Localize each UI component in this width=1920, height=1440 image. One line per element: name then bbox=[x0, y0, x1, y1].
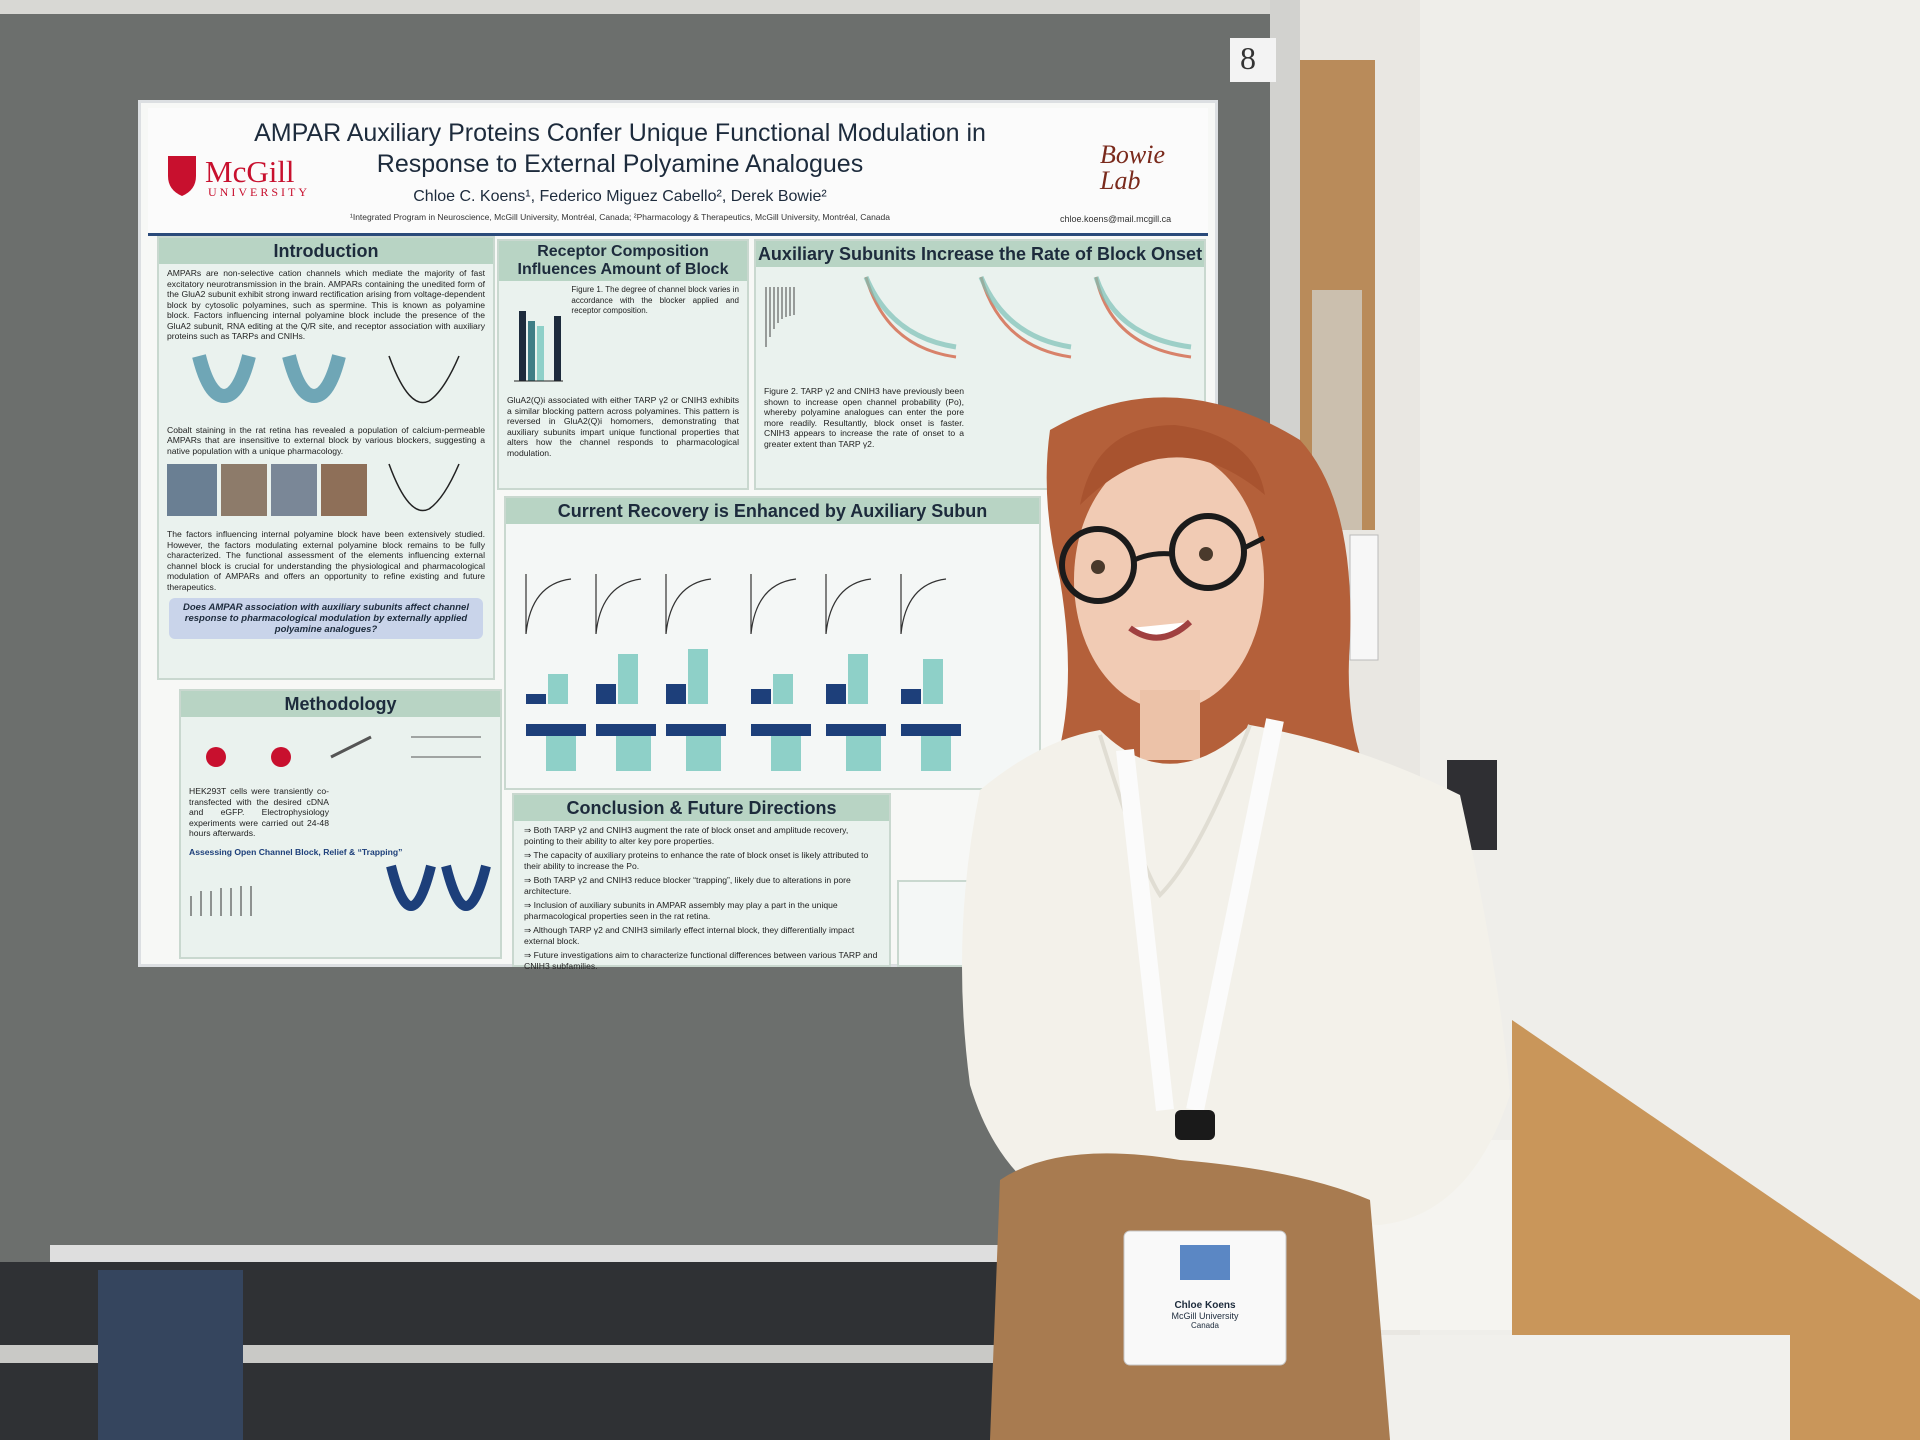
conclusion-bullet: ⇒ Both TARP γ2 and CNIH3 reduce blocker … bbox=[524, 875, 851, 896]
section-heading: Auxiliary Subunits Increase the Rate of … bbox=[756, 241, 1204, 267]
channel bbox=[386, 864, 436, 912]
section-heading: Conclusion & Future Directions bbox=[514, 795, 889, 821]
board-rail bbox=[50, 1245, 1050, 1265]
lanyard bbox=[1116, 718, 1284, 1112]
onset-figure bbox=[765, 276, 1192, 359]
iv-curve bbox=[388, 355, 460, 403]
table-2 bbox=[1370, 1335, 1790, 1440]
block-bar-chart bbox=[514, 311, 564, 382]
channel-icons bbox=[190, 864, 491, 916]
sweeps bbox=[190, 886, 252, 916]
badge-country: Canada bbox=[1190, 1321, 1220, 1330]
methodology-panel: Methodology HEK293T cells were transient… bbox=[179, 689, 502, 959]
image bbox=[321, 464, 367, 516]
neck bbox=[1140, 690, 1200, 760]
eye bbox=[1091, 560, 1105, 574]
image bbox=[271, 464, 317, 516]
badge-text: Chloe Koens McGill University Canada bbox=[1124, 1300, 1286, 1330]
conclusion-bullet: ⇒ The capacity of auxiliary proteins to … bbox=[524, 850, 869, 871]
board-top bbox=[0, 0, 1300, 14]
poster-authors: Chloe C. Koens¹, Federico Miguez Cabello… bbox=[413, 188, 827, 205]
poster-title: AMPAR Auxiliary Proteins Confer Unique F… bbox=[254, 119, 986, 178]
conclusion-list: ⇒ Both TARP γ2 and CNIH3 augment the rat… bbox=[514, 821, 889, 979]
badge-logo bbox=[1180, 1245, 1230, 1280]
notice bbox=[1349, 534, 1379, 661]
conclusion-panel: Conclusion & Future Directions ⇒ Both TA… bbox=[512, 793, 891, 971]
eye bbox=[1199, 547, 1213, 561]
receptor-panel: Receptor Composition Influences Amount o… bbox=[497, 239, 749, 490]
dish bbox=[271, 747, 291, 767]
intro-text-3: The factors influencing internal polyami… bbox=[167, 529, 485, 592]
section-heading: Receptor Composition Influences Amount o… bbox=[499, 241, 747, 281]
lanyard-clip bbox=[1175, 1110, 1215, 1140]
receptor-text: GluA2(Q)i associated with either TARP γ2… bbox=[507, 395, 739, 458]
intro-figure bbox=[192, 353, 460, 403]
bangs bbox=[1080, 425, 1265, 505]
intro-text: AMPARs are non-selective cation channels… bbox=[167, 268, 485, 341]
section-heading: Current Recovery is Enhanced by Auxiliar… bbox=[506, 498, 1039, 524]
conclusion-bullet: ⇒ Although TARP γ2 and CNIH3 similarly e… bbox=[524, 925, 855, 946]
visitor-leg bbox=[98, 1270, 243, 1440]
face bbox=[1074, 450, 1264, 710]
figure-caption: Figure 1. The degree of channel block va… bbox=[571, 285, 739, 315]
glasses-bridge bbox=[1132, 535, 1266, 563]
pipette bbox=[330, 735, 372, 759]
badge-institution: McGill University bbox=[1171, 1311, 1239, 1321]
board-number-plate bbox=[1230, 38, 1276, 82]
badge-name: Chloe Koens bbox=[1174, 1300, 1236, 1311]
poster-affiliations: ¹Integrated Program in Neuroscience, McG… bbox=[350, 212, 890, 222]
method-icons bbox=[206, 735, 481, 767]
blouse bbox=[962, 725, 1510, 1225]
intro-text-2: Cobalt staining in the rat retina has re… bbox=[167, 424, 485, 456]
logo-left-sub: UNIVERSITY bbox=[208, 185, 310, 199]
conclusion-bullet: ⇒ Both TARP γ2 and CNIH3 augment the rat… bbox=[524, 825, 849, 846]
section-heading: Introduction bbox=[159, 238, 493, 264]
poster-header bbox=[148, 108, 1208, 236]
retina-images bbox=[167, 463, 460, 516]
structures bbox=[411, 736, 481, 758]
recovery-figure bbox=[525, 574, 961, 771]
image bbox=[167, 464, 217, 516]
logo-right: Bowie Lab bbox=[1100, 140, 1165, 195]
rail-bottom bbox=[0, 1345, 1000, 1363]
logo-left: McGill bbox=[205, 154, 295, 189]
glasses-lens bbox=[1059, 526, 1137, 604]
recovery-panel: Current Recovery is Enhanced by Auxiliar… bbox=[504, 496, 1041, 790]
figure-caption: Figure 2. TARP γ2 and CNIH3 have previou… bbox=[764, 386, 964, 449]
decay-curve bbox=[1093, 276, 1192, 350]
method-text: HEK293T cells were transiently co-transf… bbox=[189, 786, 329, 838]
sweeps bbox=[765, 287, 795, 347]
smile bbox=[1128, 619, 1193, 641]
receptor-icon bbox=[282, 353, 346, 403]
iv-curve bbox=[388, 463, 460, 512]
mcgill-crest bbox=[168, 156, 196, 196]
channel bbox=[441, 864, 491, 912]
research-question: Does AMPAR association with auxiliary su… bbox=[169, 598, 483, 639]
name-badge bbox=[1123, 1230, 1287, 1366]
method-subheading: Assessing Open Channel Block, Relief & “… bbox=[189, 846, 403, 857]
decay-curve bbox=[863, 276, 957, 350]
intro-panel: Introduction AMPARs are non-selective ca… bbox=[157, 236, 495, 680]
board-number: 8 bbox=[1240, 40, 1256, 76]
conclusion-bullet: ⇒ Future investigations aim to character… bbox=[524, 950, 878, 971]
decay-curve bbox=[978, 276, 1072, 350]
section-heading: Methodology bbox=[181, 691, 500, 717]
conclusion-bullet: ⇒ Inclusion of auxiliary subunits in AMP… bbox=[524, 900, 838, 921]
poster-email: chloe.koens@mail.mcgill.ca bbox=[1060, 214, 1172, 224]
image bbox=[221, 464, 267, 516]
dish bbox=[206, 747, 226, 767]
receptor-icon bbox=[192, 353, 256, 403]
